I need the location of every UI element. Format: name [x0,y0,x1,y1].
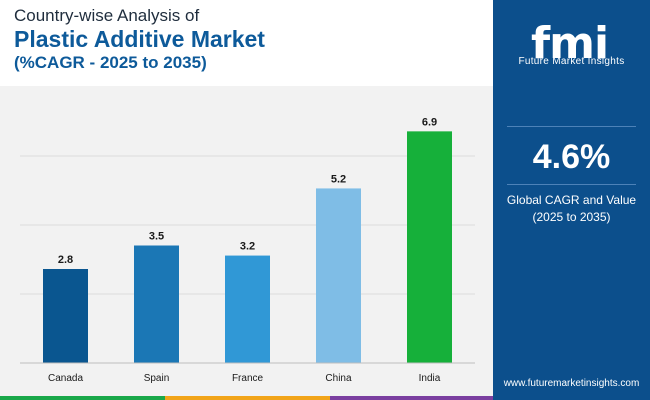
data-label-canada: 2.8 [58,254,73,266]
bar-spain [134,245,179,363]
stripe-orange [165,396,330,400]
website-link[interactable]: www.futuremarketinsights.com [503,378,640,389]
bar-india [407,131,452,363]
bar-chart: 2.8 Canada 3.5 Spain 3.2 France 5.2 China 6.9 Ind… [20,116,475,384]
data-label-china: 5.2 [331,173,346,185]
kpi-label: Global CAGR and Value (2025 to 2035) [493,192,650,226]
side-panel: fmi Future Market Insights 4.6% Global C… [493,0,650,400]
data-label-india: 6.9 [422,116,437,128]
kpi-label-line-1: Global CAGR and Value [506,193,637,207]
logo-text: fmi [531,18,609,69]
data-label-france: 3.2 [240,241,255,253]
title-line-1: Country-wise Analysis of [14,6,200,25]
divider-top [507,126,636,127]
x-tick-canada: Canada [48,373,83,384]
x-tick-china: China [325,373,352,384]
x-tick-spain: Spain [144,373,170,384]
bar-china [316,188,361,363]
kpi-label-line-2: (2025 to 2035) [532,210,611,224]
title-line-3: (%CAGR - 2025 to 2035) [14,53,207,72]
chart-title-block: Country-wise Analysis of Plastic Additiv… [14,6,265,73]
x-tick-france: France [232,373,264,384]
stripe-blue [493,396,650,400]
bar-france [225,255,270,363]
data-label-spain: 3.5 [149,231,164,243]
title-line-2: Plastic Additive Market [14,26,265,52]
stripe-purple [330,396,493,400]
stripe-green [0,396,165,400]
fmi-logo: fmi [511,6,635,74]
bar-canada [43,269,88,363]
brand-name: Future Market Insights [518,56,625,67]
chart-area: 2.8 Canada 3.5 Spain 3.2 France 5.2 China 6.9 Ind… [0,86,493,396]
kpi-value: 4.6% [532,138,611,176]
divider-middle [507,184,636,185]
x-tick-india: India [419,373,441,384]
